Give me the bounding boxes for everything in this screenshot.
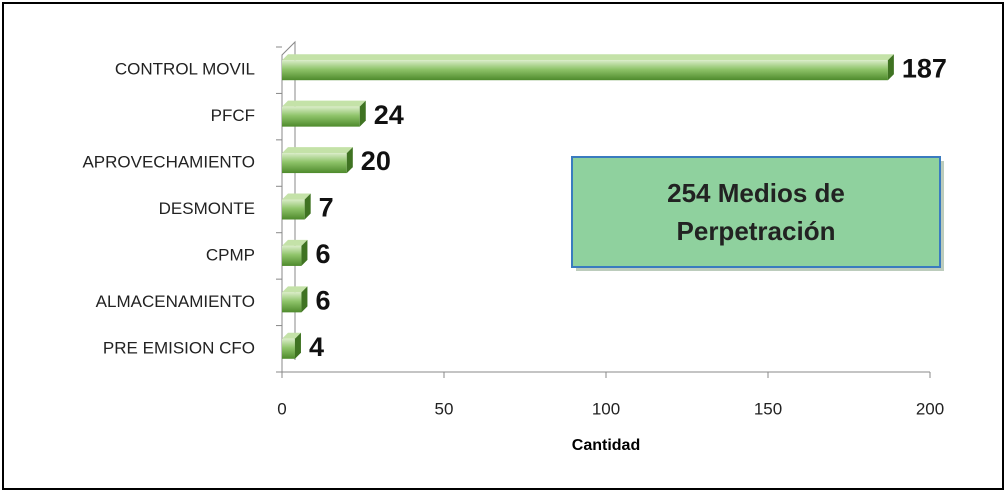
bar xyxy=(282,193,311,220)
bar xyxy=(282,147,353,174)
bar xyxy=(282,100,366,127)
bar-face xyxy=(282,292,302,313)
bar-face xyxy=(282,106,360,127)
bar xyxy=(282,332,301,359)
bar-face xyxy=(346,147,353,174)
annotation-box xyxy=(571,156,941,268)
y-tick-label: PRE EMISION CFO xyxy=(103,338,255,357)
x-tick-label: 200 xyxy=(916,399,944,418)
data-label: 7 xyxy=(319,193,334,223)
bar-face xyxy=(301,239,308,266)
bar-face xyxy=(282,332,301,339)
x-tick-label: 0 xyxy=(277,399,286,418)
bar xyxy=(282,54,894,81)
x-axis-label: Cantidad xyxy=(572,437,640,454)
y-tick-label: DESMONTE xyxy=(159,199,255,218)
bar-face xyxy=(294,332,301,359)
y-tick-label: CPMP xyxy=(206,245,255,264)
data-label: 24 xyxy=(374,100,404,130)
data-label: 4 xyxy=(309,332,324,362)
y-tick-label: APROVECHAMIENTO xyxy=(82,153,255,172)
data-label: 6 xyxy=(315,285,330,315)
annotation: 254 Medios de Perpetración xyxy=(667,178,845,246)
x-tick-label: 100 xyxy=(592,399,620,418)
bar-face xyxy=(282,199,305,220)
data-label: 6 xyxy=(315,239,330,269)
y-tick-label: CONTROL MOVIL xyxy=(115,60,255,79)
bar-face xyxy=(282,60,888,81)
x-tick-label: 150 xyxy=(754,399,782,418)
x-tick-label: 50 xyxy=(435,399,454,418)
bar-face xyxy=(282,239,308,246)
y-tick-label: PFCF xyxy=(211,106,255,125)
annotation-holder: 254 Medios de Perpetración xyxy=(667,178,845,246)
bar-face xyxy=(301,286,308,313)
bar-face xyxy=(282,153,347,174)
bar-face xyxy=(282,147,353,154)
bar-face xyxy=(304,193,311,220)
data-label: 20 xyxy=(361,146,391,176)
bar-face xyxy=(282,245,302,266)
bar-face xyxy=(887,54,894,81)
bar-face xyxy=(282,286,308,293)
bar-face xyxy=(282,193,311,200)
bar-face xyxy=(282,338,295,359)
data-label: 187 xyxy=(902,53,947,83)
y-tick-label: ALMACENAMIENTO xyxy=(96,292,255,311)
bar-face xyxy=(282,100,366,107)
bar-face xyxy=(359,100,366,127)
bar xyxy=(282,239,308,266)
bar-face xyxy=(282,54,894,61)
bar xyxy=(282,286,308,313)
